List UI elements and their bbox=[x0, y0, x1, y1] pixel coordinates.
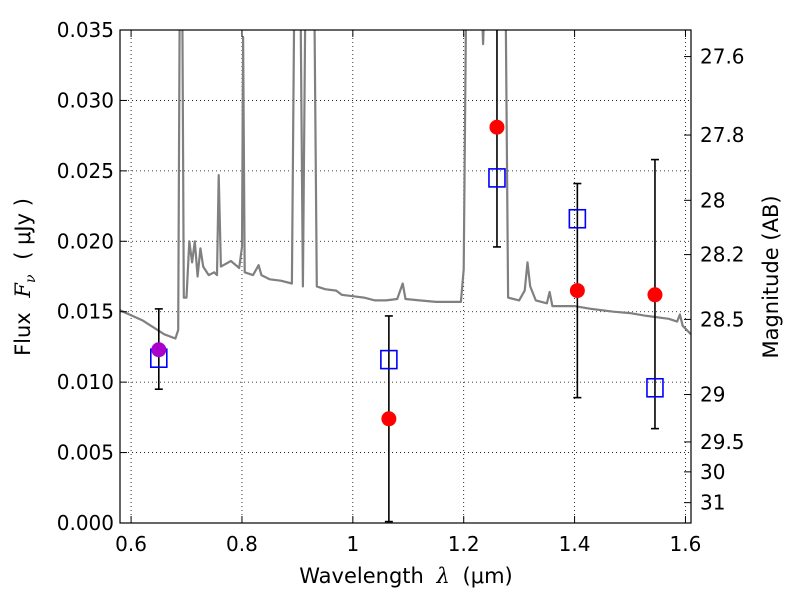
y-tick-label: 0.005 bbox=[57, 441, 114, 465]
y-axis-label-text: Flux bbox=[11, 312, 35, 356]
y-tick-label: 0.010 bbox=[57, 370, 114, 394]
plot-frame bbox=[119, 29, 692, 524]
x-tick-label: 1.2 bbox=[448, 532, 480, 556]
magnitude-tick-label: 28 bbox=[700, 188, 725, 212]
x-tick-label: 1 bbox=[346, 532, 359, 556]
observed-point-4 bbox=[569, 283, 585, 299]
y-tick-label: 0.020 bbox=[57, 229, 114, 253]
x-tick-label: 0.8 bbox=[226, 532, 258, 556]
y-tick-label: 0.000 bbox=[57, 511, 114, 535]
observed-point-1 bbox=[151, 342, 167, 358]
model-point-2 bbox=[380, 349, 398, 370]
x-tick-label: 0.6 bbox=[115, 532, 147, 556]
x-tick-label: 1.4 bbox=[559, 532, 591, 556]
model-point-4 bbox=[568, 208, 587, 229]
spectrum-line bbox=[120, 30, 691, 340]
observed-point-5 bbox=[647, 287, 663, 303]
y-tick-label: 0.030 bbox=[57, 88, 114, 112]
y-tick-label: 0.015 bbox=[57, 300, 114, 324]
grid bbox=[120, 29, 691, 524]
model-point-3 bbox=[488, 168, 506, 188]
axes bbox=[119, 29, 692, 524]
observed-point-3 bbox=[489, 119, 505, 135]
magnitude-tick-label: 28.2 bbox=[700, 243, 745, 267]
y-axis-label-unit: ( μJy ) bbox=[11, 198, 35, 260]
magnitude-tick-label: 28.5 bbox=[700, 307, 745, 331]
magnitude-tick-label: 29 bbox=[700, 383, 725, 407]
x-axis-label-symbol: λ bbox=[436, 564, 450, 588]
y-axis-label-symbol-sub: ν bbox=[23, 274, 39, 283]
x-axis-label: Wavelength λ (μm) bbox=[299, 564, 512, 588]
y-axis-label: Flux Fν ( μJy ) bbox=[11, 198, 40, 356]
observed-point-2 bbox=[381, 411, 397, 427]
x-tick-label: 1.6 bbox=[670, 532, 702, 556]
magnitude-tick-label: 29.5 bbox=[700, 430, 745, 454]
x-axis-label-unit: (μm) bbox=[463, 564, 513, 588]
magnitude-tick-label: 30 bbox=[700, 460, 725, 484]
magnitude-tick-label: 27.8 bbox=[700, 123, 745, 147]
y-axis-label-symbol: F bbox=[11, 282, 35, 299]
y-tick-label: 0.035 bbox=[57, 18, 114, 42]
plot-area bbox=[120, 30, 691, 523]
x-axis-label-text: Wavelength bbox=[299, 564, 424, 588]
magnitude-tick-label: 27.6 bbox=[700, 45, 745, 69]
model-point-5 bbox=[646, 377, 664, 398]
ticks: 0.6 0.8 1 1.2 1.4 1.6 0.000 0.005 0.010 0.015 0.02… bbox=[57, 18, 745, 556]
magnitude-tick-label: 31 bbox=[700, 491, 725, 515]
y-tick-label: 0.025 bbox=[57, 159, 114, 183]
magnitude-axis-label: Magnitude (AB) bbox=[759, 195, 783, 358]
